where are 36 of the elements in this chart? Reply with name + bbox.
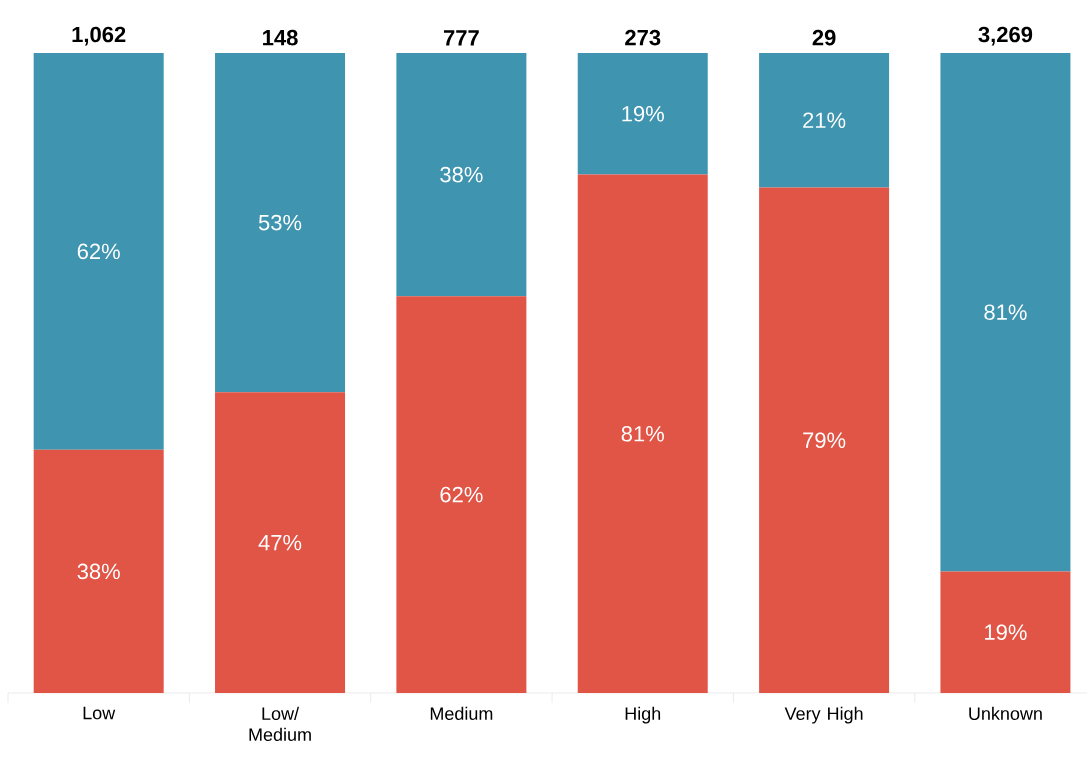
data-label: 19% bbox=[985, 624, 1027, 640]
data-label: 21% bbox=[803, 112, 846, 128]
x-tick-label: Low/ Medium bbox=[249, 706, 311, 741]
x-tick-label: Low bbox=[83, 706, 116, 720]
bar bbox=[396, 52, 527, 297]
bar bbox=[396, 296, 527, 693]
text: 273 bbox=[625, 29, 661, 46]
bar bbox=[940, 52, 1071, 572]
bar bbox=[940, 571, 1071, 693]
bar bbox=[33, 52, 164, 450]
bar bbox=[215, 392, 346, 693]
data-label: 62% bbox=[77, 243, 120, 260]
x-tick-label: Very High bbox=[784, 706, 863, 724]
x-tick-label: Unknown bbox=[969, 706, 1042, 720]
data-label: 47% bbox=[258, 534, 302, 551]
x-tick-label: Medium bbox=[430, 706, 493, 720]
data-label: 38% bbox=[440, 166, 483, 183]
text: 3,269 bbox=[978, 26, 1033, 46]
bar bbox=[215, 52, 346, 393]
data-label: 53% bbox=[258, 214, 302, 231]
bar bbox=[577, 52, 708, 175]
data-label: 38% bbox=[77, 563, 120, 580]
text: 29 bbox=[812, 29, 836, 46]
data-label: 81% bbox=[984, 304, 1027, 320]
text: 148 bbox=[263, 29, 298, 46]
data-label: 62% bbox=[440, 486, 483, 503]
data-label: 79% bbox=[803, 432, 846, 448]
text: 1,062 bbox=[72, 26, 126, 46]
data-label: 81% bbox=[621, 425, 664, 442]
bar bbox=[577, 174, 708, 693]
x-tick-label: High bbox=[625, 706, 661, 724]
bar bbox=[33, 449, 164, 693]
data-label: 19% bbox=[622, 105, 664, 122]
bar bbox=[759, 52, 890, 188]
text: 777 bbox=[443, 30, 479, 46]
bar bbox=[759, 187, 890, 693]
